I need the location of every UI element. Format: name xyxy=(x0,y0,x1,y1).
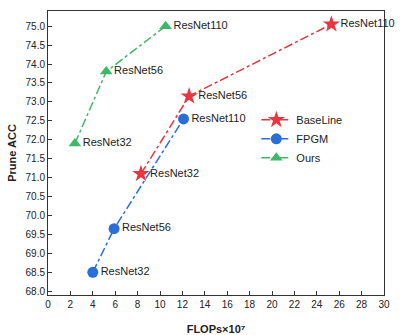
svg-text:ResNet110: ResNet110 xyxy=(173,19,227,31)
svg-text:FLOPs×10⁷: FLOPs×10⁷ xyxy=(187,323,246,335)
svg-text:70.5: 70.5 xyxy=(26,191,46,202)
svg-text:69.5: 69.5 xyxy=(26,229,46,240)
svg-text:Prune ACC: Prune ACC xyxy=(6,124,18,182)
svg-text:24: 24 xyxy=(311,299,323,310)
svg-text:72.0: 72.0 xyxy=(26,134,46,145)
svg-text:14: 14 xyxy=(199,299,211,310)
svg-text:4: 4 xyxy=(90,299,96,310)
svg-text:69.0: 69.0 xyxy=(26,248,46,259)
svg-text:70.0: 70.0 xyxy=(26,210,46,221)
svg-text:10: 10 xyxy=(154,299,166,310)
svg-text:FPGM: FPGM xyxy=(296,133,328,145)
svg-text:73.0: 73.0 xyxy=(26,96,46,107)
svg-text:2: 2 xyxy=(68,299,74,310)
svg-text:Ours: Ours xyxy=(296,152,320,164)
svg-text:ResNet32: ResNet32 xyxy=(101,265,150,277)
svg-text:ResNet56: ResNet56 xyxy=(114,64,163,76)
svg-text:68.5: 68.5 xyxy=(26,267,46,278)
svg-text:18: 18 xyxy=(244,299,256,310)
svg-text:75.0: 75.0 xyxy=(26,21,46,32)
svg-text:30: 30 xyxy=(378,299,390,310)
svg-text:73.5: 73.5 xyxy=(26,77,46,88)
svg-text:72.5: 72.5 xyxy=(26,115,46,126)
svg-text:ResNet110: ResNet110 xyxy=(340,17,394,29)
svg-text:6: 6 xyxy=(112,299,118,310)
svg-text:ResNet110: ResNet110 xyxy=(191,112,245,124)
svg-text:12: 12 xyxy=(177,299,189,310)
svg-text:68.0: 68.0 xyxy=(26,286,46,297)
svg-text:71.0: 71.0 xyxy=(26,172,46,183)
svg-text:16: 16 xyxy=(222,299,234,310)
svg-text:ResNet32: ResNet32 xyxy=(150,167,199,179)
svg-text:8: 8 xyxy=(135,299,141,310)
svg-text:ResNet56: ResNet56 xyxy=(198,89,247,101)
svg-text:26: 26 xyxy=(334,299,346,310)
svg-text:0: 0 xyxy=(45,299,51,310)
svg-text:BaseLine: BaseLine xyxy=(296,114,342,126)
svg-text:74.5: 74.5 xyxy=(26,40,46,51)
svg-text:ResNet56: ResNet56 xyxy=(122,221,171,233)
svg-text:22: 22 xyxy=(289,299,301,310)
svg-text:71.5: 71.5 xyxy=(26,153,46,164)
svg-text:74.0: 74.0 xyxy=(26,59,46,70)
svg-text:ResNet32: ResNet32 xyxy=(83,136,132,148)
svg-text:20: 20 xyxy=(266,299,278,310)
svg-text:28: 28 xyxy=(356,299,368,310)
